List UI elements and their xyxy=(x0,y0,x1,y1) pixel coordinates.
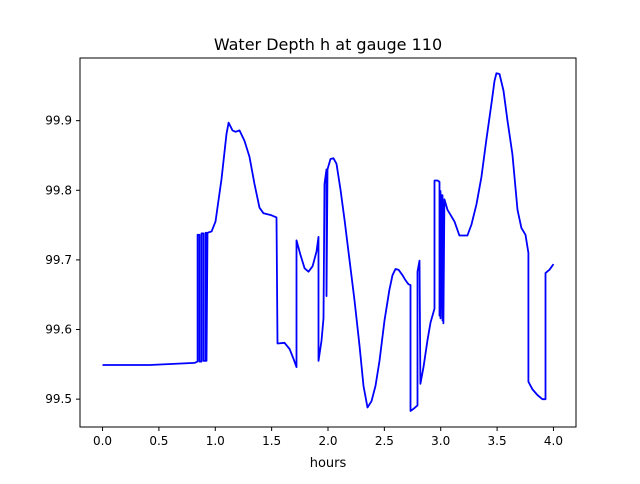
series-line-h xyxy=(102,72,555,412)
y-tick-label: 99.5 xyxy=(45,392,72,406)
axes-frame xyxy=(79,57,577,428)
x-tick-label: 2.0 xyxy=(318,434,337,448)
y-tick-label: 99.9 xyxy=(45,114,72,128)
x-axis: 0.0 0.5 1.0 1.5 2.0 2.5 3.0 3.5 4.0 xyxy=(93,427,563,448)
y-axis: 99.5 99.6 99.7 99.8 99.9 xyxy=(45,114,80,406)
x-tick-label: 3.0 xyxy=(431,434,450,448)
x-tick-label: 0.5 xyxy=(149,434,168,448)
x-tick-label: 3.5 xyxy=(488,434,507,448)
y-tick-label: 99.8 xyxy=(45,183,72,197)
y-tick-label: 99.6 xyxy=(45,323,72,337)
x-tick-label: 0.0 xyxy=(93,434,112,448)
x-tick-label: 1.0 xyxy=(206,434,225,448)
chart-title: Water Depth h at gauge 110 xyxy=(214,35,442,54)
y-tick-label: 99.7 xyxy=(45,253,72,267)
x-tick-label: 4.0 xyxy=(544,434,563,448)
x-tick-label: 2.5 xyxy=(375,434,394,448)
x-tick-label: 1.5 xyxy=(262,434,281,448)
x-axis-label: hours xyxy=(310,456,347,471)
